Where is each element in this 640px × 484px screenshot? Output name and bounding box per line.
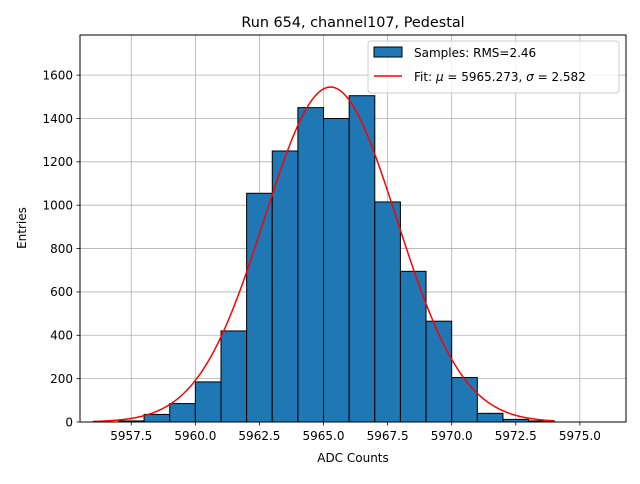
legend-mu-symbol: μ	[435, 70, 444, 84]
x-tick-label: 5960.0	[174, 429, 216, 443]
legend-mu-value: = 5965.273,	[444, 70, 527, 84]
x-tick-label: 5965.0	[303, 429, 345, 443]
histogram-bar	[425, 320, 453, 423]
histogram-bar	[476, 412, 504, 423]
legend-samples-label: Samples: RMS=2.46	[414, 46, 536, 60]
y-tick-label: 600	[50, 285, 73, 299]
fit-curve-layer	[92, 86, 555, 423]
x-tick-label: 5967.5	[367, 429, 409, 443]
legend-sigma-value: = 2.582	[534, 70, 586, 84]
y-tick-label: 1000	[42, 198, 73, 212]
legend-sigma-symbol: σ	[526, 70, 534, 84]
x-tick-label: 5970.0	[431, 429, 473, 443]
histogram-bar	[374, 201, 401, 423]
histogram-bar	[271, 150, 299, 423]
y-axis-label: Entries	[15, 207, 29, 249]
histogram-bar	[143, 413, 171, 423]
y-tick-label: 200	[50, 372, 73, 386]
y-tick-label: 0	[65, 415, 73, 429]
y-tick-label: 1200	[42, 155, 73, 169]
histogram-bars	[117, 95, 555, 423]
y-tick-label: 1600	[42, 68, 73, 82]
x-tick-label: 5957.5	[110, 429, 152, 443]
histogram-bar	[451, 377, 478, 423]
y-tick-label: 1400	[42, 112, 73, 126]
axes-frame	[79, 34, 627, 423]
legend-fit-label: Fit: μ = 5965.273, σ = 2.582	[414, 70, 586, 84]
histogram-bar	[323, 117, 350, 423]
histogram-bar	[169, 403, 196, 423]
axis-ticks: 5957.5 5960.0 5962.5 5965.0 5967.5 5970.0 5972…	[42, 68, 600, 443]
legend: Samples: RMS=2.46 Fit: μ = 5965.273, σ =…	[367, 40, 620, 94]
y-tick-label: 400	[50, 329, 73, 343]
histogram-bar	[220, 330, 248, 423]
histogram-bar	[194, 381, 222, 423]
histogram-bar	[246, 192, 273, 423]
x-tick-label: 5975.0	[559, 429, 601, 443]
gaussian-fit-curve	[92, 86, 555, 423]
legend-fit-prefix: Fit:	[414, 70, 436, 84]
chart-title: Run 654, channel107, Pedestal	[241, 15, 464, 31]
legend-samples-swatch	[373, 46, 403, 58]
y-tick-label: 800	[50, 242, 73, 256]
histogram-bar	[297, 107, 325, 423]
histogram-bar	[348, 95, 376, 423]
x-axis-label: ADC Counts	[317, 451, 389, 465]
x-tick-label: 5972.5	[495, 429, 537, 443]
legend-box	[367, 40, 620, 94]
x-tick-label: 5962.5	[238, 429, 280, 443]
